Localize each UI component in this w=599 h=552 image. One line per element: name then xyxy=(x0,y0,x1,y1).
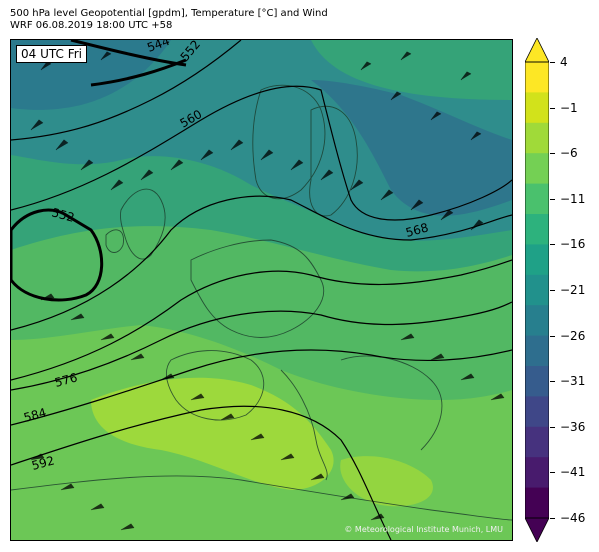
contour-label-584: 584 xyxy=(22,405,48,424)
colorbar-band xyxy=(525,396,549,428)
field-cold-north xyxy=(11,40,512,241)
geopotential-contours xyxy=(11,40,512,540)
contour-label-568: 568 xyxy=(404,220,430,239)
colorbar-band xyxy=(525,487,549,519)
colorbar xyxy=(525,38,549,542)
contour-552-north xyxy=(90,58,187,87)
field-hot-east xyxy=(340,456,433,507)
colorbar-band xyxy=(525,244,549,276)
colorbar-tick-label: −26 xyxy=(560,328,586,343)
contour-label-552-low: 552 xyxy=(50,205,76,224)
colorbar-tick-mark xyxy=(550,426,555,428)
colorbar-tick-label: −16 xyxy=(560,237,586,252)
colorbar-tick-mark xyxy=(550,335,555,337)
copyright-notice: © Meteorological Institute Munich, LMU xyxy=(344,525,503,534)
coastlines xyxy=(11,84,512,521)
colorbar-tick-label: −31 xyxy=(560,374,586,389)
contour-label-576: 576 xyxy=(53,370,79,389)
colorbar-band xyxy=(525,335,549,367)
colorbar-band xyxy=(525,305,549,337)
colorbar-band xyxy=(525,366,549,397)
colorbar-frame xyxy=(525,61,549,519)
colorbar-band xyxy=(525,183,549,215)
colorbar-tick-mark xyxy=(550,198,555,200)
contour-552-low xyxy=(11,208,104,302)
colorbar-band xyxy=(525,122,549,154)
field-hot-iberia xyxy=(91,377,334,490)
colorbar-tick-label: −21 xyxy=(560,283,586,297)
colorbar-band xyxy=(525,426,549,458)
colorbar-top-arrow xyxy=(525,38,549,63)
colorbar-tick-mark xyxy=(550,290,555,291)
colorbar-band xyxy=(525,153,549,185)
colorbar-band xyxy=(525,457,549,489)
title-line-1: 500 hPa level Geopotential [gpdm], Tempe… xyxy=(10,8,328,19)
colorbar-tick-label: −6 xyxy=(560,146,578,161)
chart-title: 500 hPa level Geopotential [gpdm], Tempe… xyxy=(10,8,328,32)
colorbar-tick-label: −46 xyxy=(560,511,586,525)
colorbar-tick-mark xyxy=(550,518,555,519)
colorbar-tick-label: −11 xyxy=(560,191,586,206)
colorbar-band xyxy=(525,92,549,124)
colorbar-tick-label: −41 xyxy=(560,465,586,480)
colorbar-tick-mark xyxy=(550,153,555,155)
forecast-time-label: 04 UTC Fri xyxy=(16,45,87,63)
wind-barbs xyxy=(30,51,505,531)
colorbar-tick-mark xyxy=(550,107,555,109)
colorbar-tick-label: −1 xyxy=(560,100,578,115)
colorbar-tick-mark xyxy=(550,244,555,246)
field-cold-scandinavia xyxy=(311,80,512,216)
contour-label-592: 592 xyxy=(30,453,56,472)
colorbar-tick-mark xyxy=(550,472,555,474)
colorbar-bottom-arrow xyxy=(525,517,549,542)
colorbar-tick-mark xyxy=(550,62,555,63)
title-line-2: WRF 06.08.2019 18:00 UTC +58 xyxy=(10,20,173,31)
colorbar-band xyxy=(525,274,549,306)
colorbar-tick-label: 4 xyxy=(560,55,568,69)
colorbar-tick-mark xyxy=(550,381,555,383)
colorbar-band xyxy=(525,62,549,93)
colorbar-tick-label: −36 xyxy=(560,419,586,434)
map-svg: 544 552 560 552 568 576 584 592 xyxy=(11,40,512,540)
weather-map: 544 552 560 552 568 576 584 592 xyxy=(10,39,513,541)
colorbar-band xyxy=(525,214,549,245)
